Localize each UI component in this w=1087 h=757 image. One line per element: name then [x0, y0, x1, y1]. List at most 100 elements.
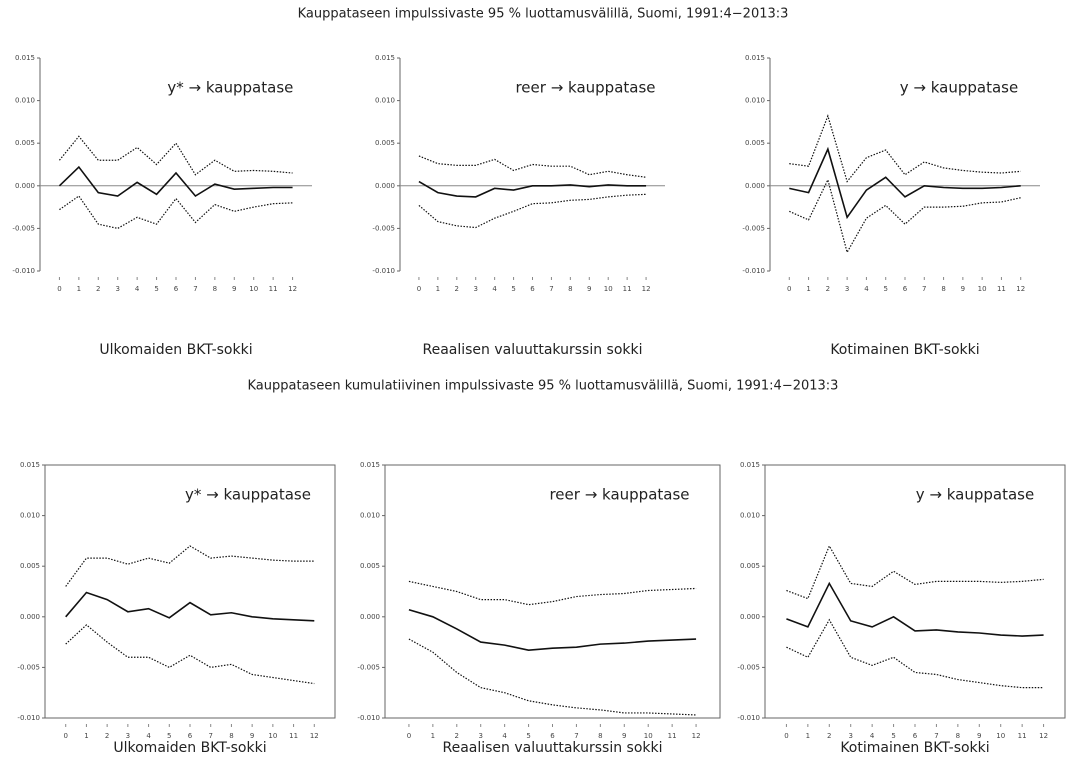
x-tick-label: 8	[956, 732, 960, 740]
x-tick-label: 2	[455, 285, 459, 293]
x-tick-label: 3	[845, 285, 849, 293]
x-tick-label: 12	[288, 285, 297, 293]
y-tick-label: 0.010	[745, 97, 765, 105]
x-tick-label: 0	[57, 285, 61, 293]
y-tick-label: 0.005	[360, 562, 380, 570]
caption: Kotimainen BKT-sokki	[830, 342, 979, 358]
y-tick-label: 0.000	[360, 613, 380, 621]
x-tick-label: 2	[96, 285, 100, 293]
confidence-band	[408, 580, 697, 606]
x-tick-label: 6	[550, 732, 555, 740]
y-tick-label: 0.000	[20, 613, 40, 621]
y-tick-label: -0.010	[12, 267, 35, 275]
confidence-band	[65, 545, 315, 587]
response-line	[408, 608, 697, 652]
x-tick-label: 0	[407, 732, 411, 740]
x-tick-label: 10	[268, 732, 277, 740]
x-tick-label: 5	[511, 285, 515, 293]
confidence-band	[786, 544, 1044, 600]
x-tick-label: 1	[806, 732, 810, 740]
y-tick-label: 0.015	[20, 461, 40, 469]
x-tick-label: 4	[870, 732, 875, 740]
y-tick-label: -0.005	[372, 224, 395, 232]
x-tick-label: 9	[961, 285, 965, 293]
x-tick-label: 1	[431, 732, 435, 740]
caption: Ulkomaiden BKT-sokki	[113, 740, 266, 756]
x-tick-label: 7	[549, 285, 553, 293]
response-line	[58, 165, 293, 198]
x-tick-label: 11	[1018, 732, 1027, 740]
x-tick-label: 3	[115, 285, 119, 293]
response-line	[786, 581, 1044, 637]
x-tick-label: 6	[530, 285, 535, 293]
x-tick-label: 7	[208, 732, 212, 740]
heading: Kauppataseen impulssivaste 95 % luottamu…	[298, 7, 789, 22]
x-tick-label: 10	[249, 285, 258, 293]
x-tick-label: 8	[213, 285, 217, 293]
response-line	[789, 146, 1021, 220]
confidence-band	[408, 638, 697, 716]
x-tick-label: 12	[1039, 732, 1048, 740]
frame	[44, 464, 336, 719]
confidence-band	[65, 624, 315, 685]
y-tick-label: -0.005	[742, 224, 765, 232]
y-tick-label: 0.015	[360, 461, 380, 469]
x-tick-label: 0	[784, 732, 788, 740]
response-line	[65, 591, 315, 622]
x-tick-label: 0	[417, 285, 421, 293]
y-tick-label: -0.005	[17, 663, 40, 671]
x-tick-label: 6	[188, 732, 193, 740]
x-tick-label: 11	[623, 285, 632, 293]
x-tick-label: 8	[568, 285, 572, 293]
frame	[764, 464, 1066, 719]
x-tick-label: 9	[977, 732, 981, 740]
y-tick-label: -0.005	[357, 663, 380, 671]
annotation: y* → kauppatase	[167, 79, 293, 97]
x-tick-label: 2	[827, 732, 831, 740]
y-tick-label: 0.010	[740, 512, 760, 520]
y-tick-label: -0.010	[357, 714, 380, 722]
x-tick-label: 12	[1016, 285, 1025, 293]
x-tick-label: 11	[289, 732, 298, 740]
x-tick-label: 9	[622, 732, 626, 740]
confidence-band	[789, 114, 1021, 183]
caption: Reaalisen valuuttakurssin sokki	[442, 740, 662, 756]
x-tick-label: 10	[978, 285, 987, 293]
y-tick-label: -0.005	[12, 224, 35, 232]
y-tick-label: 0.000	[375, 182, 395, 190]
confidence-band	[59, 195, 293, 230]
annotation: reer → kauppatase	[549, 486, 689, 504]
y-tick-label: 0.010	[375, 97, 395, 105]
y-tick-label: 0.000	[745, 182, 765, 190]
confidence-band	[786, 618, 1044, 689]
y-tick-label: 0.005	[745, 139, 765, 147]
x-tick-label: 12	[692, 732, 701, 740]
x-tick-label: 10	[996, 732, 1005, 740]
confidence-band	[418, 155, 647, 178]
x-tick-label: 9	[250, 732, 254, 740]
x-tick-label: 6	[903, 285, 908, 293]
y-tick-label: 0.015	[745, 54, 765, 62]
caption: Kotimainen BKT-sokki	[840, 740, 989, 756]
x-tick-label: 4	[492, 285, 497, 293]
x-tick-label: 8	[229, 732, 233, 740]
x-tick-label: 5	[883, 285, 887, 293]
x-tick-label: 11	[269, 285, 278, 293]
y-tick-label: -0.005	[737, 663, 760, 671]
x-tick-label: 11	[668, 732, 677, 740]
y-tick-label: 0.010	[15, 97, 35, 105]
y-tick-label: 0.005	[15, 139, 35, 147]
x-tick-label: 0	[63, 732, 67, 740]
y-tick-label: -0.010	[737, 714, 760, 722]
x-tick-label: 3	[473, 285, 477, 293]
y-tick-label: 0.015	[375, 54, 395, 62]
y-tick-label: 0.010	[360, 512, 380, 520]
y-tick-label: 0.005	[375, 139, 395, 147]
y-tick-label: 0.015	[740, 461, 760, 469]
x-tick-label: 1	[436, 285, 440, 293]
x-tick-label: 3	[478, 732, 482, 740]
y-tick-label: 0.000	[740, 613, 760, 621]
x-tick-label: 7	[574, 732, 578, 740]
confidence-band	[789, 178, 1021, 254]
x-tick-label: 6	[174, 285, 179, 293]
